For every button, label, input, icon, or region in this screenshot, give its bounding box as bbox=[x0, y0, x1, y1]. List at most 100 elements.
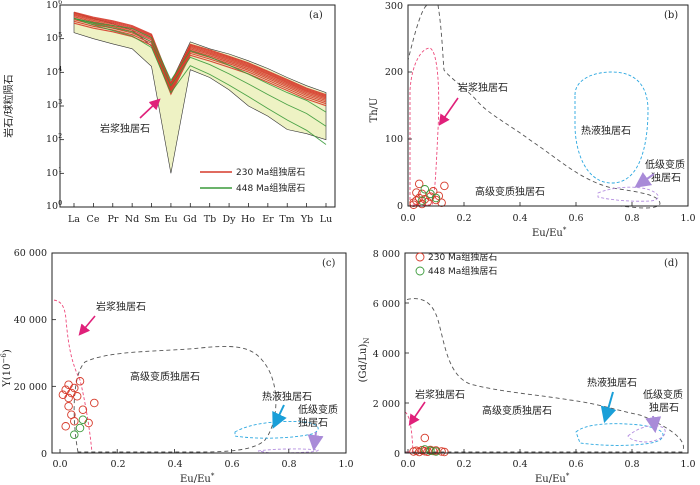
label-low-grade: 低级变质 bbox=[298, 403, 338, 416]
label-magmatic: 岩浆独居石 bbox=[96, 300, 146, 313]
x-axis-label: Eu/Eu* bbox=[180, 472, 215, 485]
label-low-grade: 独居石 bbox=[649, 401, 679, 414]
y-tick-label: 300 bbox=[385, 1, 403, 12]
region-magmatic bbox=[51, 299, 93, 454]
x-tick-label: Tm bbox=[279, 214, 294, 225]
point-230 bbox=[409, 200, 418, 209]
y-tick-label: 8 000 bbox=[373, 249, 400, 260]
region-magmatic bbox=[409, 47, 440, 206]
series-line bbox=[73, 11, 327, 96]
y-axis-label: Th/U bbox=[369, 98, 380, 123]
point-230 bbox=[78, 405, 88, 414]
point-230 bbox=[64, 402, 73, 411]
x-tick-label: Tb bbox=[204, 214, 216, 225]
y-tick-label: 102 bbox=[46, 132, 62, 145]
y-tick-label: 104 bbox=[46, 65, 62, 78]
x-tick-label: Nd bbox=[125, 214, 139, 225]
x-tick-label: 0.8 bbox=[624, 459, 639, 470]
data-points bbox=[409, 179, 449, 209]
panel-d-gdlu-vs-eu: 0 2 000 4 000 6 000 8 000 0.0 0.2 0.4 0.… bbox=[358, 249, 696, 485]
x-tick-label: 0.2 bbox=[456, 213, 471, 224]
x-tick-label: 1.0 bbox=[680, 213, 695, 224]
y-tick-label: 40 000 bbox=[14, 315, 47, 326]
point-230 bbox=[70, 417, 79, 426]
point-230 bbox=[412, 188, 421, 197]
axis-ticks bbox=[407, 4, 689, 207]
panel-label: (a) bbox=[309, 10, 323, 21]
x-tick-label: Ho bbox=[241, 214, 255, 225]
label-hydrothermal: 热液独居石 bbox=[581, 124, 631, 137]
point-230 bbox=[417, 199, 427, 209]
label-high-grade: 高级变质独居石 bbox=[130, 370, 200, 383]
region-high-grade bbox=[73, 345, 277, 453]
point-448 bbox=[431, 193, 441, 203]
x-tick-label: 0.4 bbox=[512, 459, 527, 470]
y-tick-label: 100 bbox=[46, 199, 62, 212]
series-line bbox=[73, 19, 327, 103]
legend-marker-448 bbox=[415, 266, 425, 276]
series-line bbox=[73, 14, 327, 99]
arrow-hydrothermal bbox=[600, 391, 617, 424]
point-230 bbox=[440, 447, 449, 457]
arrow-hydrothermal bbox=[272, 404, 287, 429]
arrow-magmatic bbox=[78, 315, 96, 336]
series-line bbox=[73, 20, 327, 105]
data-points bbox=[409, 433, 449, 457]
series-line bbox=[73, 17, 327, 127]
series-group bbox=[73, 11, 327, 145]
region-hydrothermal bbox=[575, 423, 664, 446]
point-230 bbox=[72, 392, 82, 401]
point-448 bbox=[70, 430, 79, 439]
x-tick-label: 1.0 bbox=[680, 459, 695, 470]
x-axis-label: Eu/Eu* bbox=[532, 226, 567, 239]
point-230 bbox=[437, 447, 446, 456]
x-tick-label: 0.0 bbox=[400, 213, 415, 224]
series-line bbox=[73, 17, 327, 113]
point-448 bbox=[417, 196, 427, 205]
y-tick-label: 100 bbox=[385, 134, 403, 145]
x-tick-label: Dy bbox=[223, 214, 237, 225]
x-tick-label: 0.0 bbox=[52, 459, 67, 470]
y-tick-label: 200 bbox=[385, 67, 403, 78]
x-tick-label: 0.6 bbox=[568, 213, 583, 224]
label-high-grade: 高级变质独居石 bbox=[482, 404, 552, 417]
y-tick-label: 106 bbox=[46, 0, 62, 11]
arrow-low-grade bbox=[307, 431, 324, 452]
y-tick-label: 0 bbox=[394, 449, 400, 460]
axis-ticks bbox=[52, 252, 347, 454]
legend: 230 Ma组独居石 448 Ma组独居石 bbox=[200, 166, 305, 194]
label-low-grade: 独居石 bbox=[298, 416, 328, 429]
x-tick-label: 0.6 bbox=[568, 459, 583, 470]
region-low-grade bbox=[627, 425, 666, 443]
y-tick-label: 0 bbox=[41, 449, 47, 460]
region-magmatic bbox=[404, 411, 414, 453]
label-low-grade: 低级变质 bbox=[645, 158, 685, 171]
region-high-grade bbox=[407, 4, 661, 209]
data-points bbox=[58, 377, 99, 439]
x-tick-label: Ce bbox=[87, 214, 100, 225]
x-tick-label: 0.8 bbox=[281, 459, 296, 470]
y-tick-label: 20 000 bbox=[14, 382, 47, 393]
x-tick-label: 1.0 bbox=[338, 459, 353, 470]
point-448 bbox=[426, 446, 435, 456]
y-axis-ticks bbox=[60, 4, 64, 208]
y-tick-label: 0 bbox=[397, 201, 403, 212]
series-line bbox=[73, 13, 327, 98]
label-hydrothermal: 热液独居石 bbox=[587, 376, 637, 389]
y-axis-label: (Gd/Lu)N bbox=[358, 338, 371, 383]
point-448 bbox=[420, 185, 430, 194]
point-230 bbox=[64, 380, 73, 389]
plot-frame bbox=[51, 252, 347, 454]
point-230 bbox=[440, 181, 449, 191]
legend: 230 Ma组独居石 448 Ma组独居石 bbox=[415, 251, 497, 277]
legend-label-230: 230 Ma组独居石 bbox=[236, 166, 305, 178]
label-high-grade: 高级变质独居石 bbox=[475, 185, 545, 198]
panel-b-thu-vs-eu: 0 100 200 300 0.0 0.2 0.4 0.6 0.8 1.0 Eu… bbox=[369, 1, 696, 239]
y-tick-label: 105 bbox=[46, 31, 62, 44]
x-axis-ticks bbox=[73, 203, 327, 207]
y-tick-label: 2 000 bbox=[373, 399, 400, 410]
arrow-low-grade bbox=[634, 172, 655, 188]
series-line bbox=[73, 17, 327, 145]
y-tick-label: 4 000 bbox=[373, 349, 400, 360]
label-magmatic: 岩浆独居石 bbox=[415, 388, 465, 401]
